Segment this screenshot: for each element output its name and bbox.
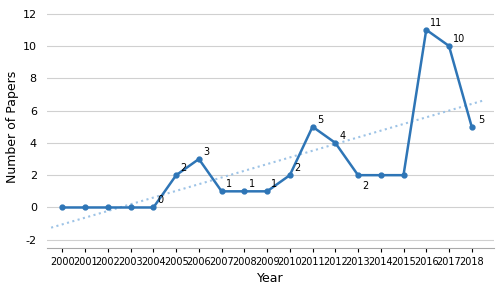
Y-axis label: Number of Papers: Number of Papers [6,71,18,183]
Text: 2: 2 [362,181,368,191]
Text: 3: 3 [203,147,209,157]
Text: 5: 5 [478,115,485,125]
Text: 1: 1 [272,179,278,189]
Text: 11: 11 [430,18,442,28]
Text: 5: 5 [316,115,323,125]
Text: 2: 2 [180,163,186,173]
Text: 1: 1 [248,179,254,189]
Text: 4: 4 [340,131,345,141]
X-axis label: Year: Year [257,272,284,285]
Text: 2: 2 [294,163,300,173]
Text: 0: 0 [158,195,164,205]
Text: 10: 10 [453,34,466,44]
Text: 1: 1 [226,179,232,189]
